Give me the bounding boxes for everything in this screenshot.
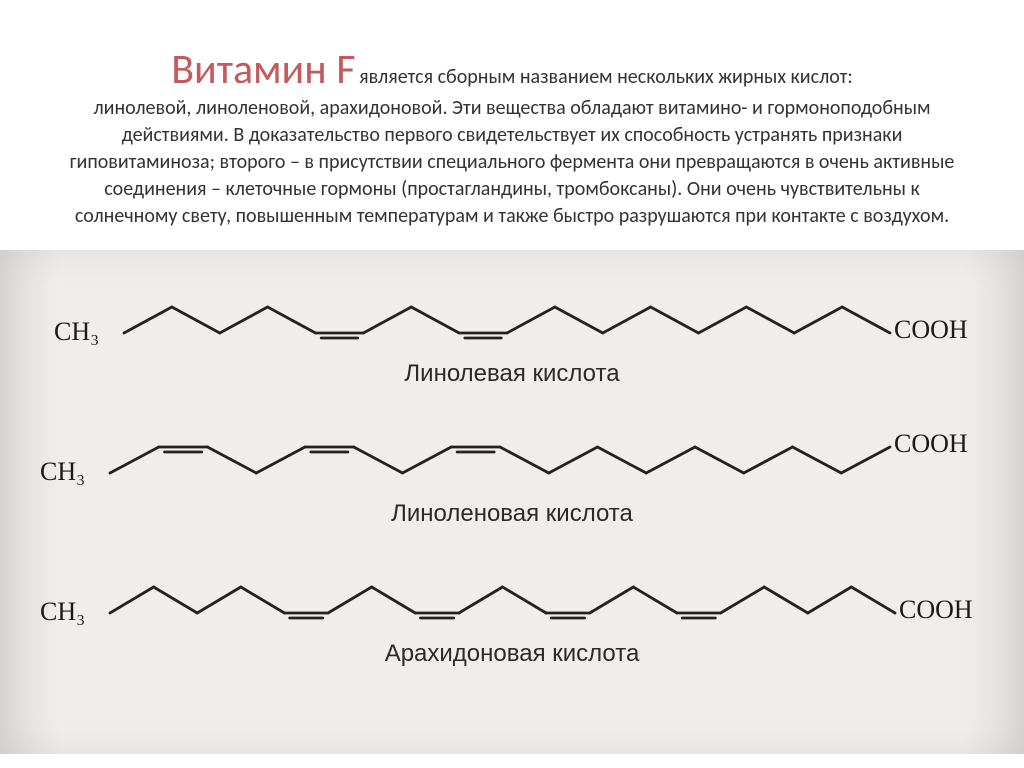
molecule-name: Арахидоновая кислота bbox=[0, 640, 1024, 668]
molecule-name: Линоленовая кислота bbox=[0, 500, 1024, 528]
molecule-row: CH₃ COOH Линолевая кислота bbox=[0, 286, 1024, 388]
molecule-chain bbox=[0, 286, 1024, 354]
left-group-label: CH₃ bbox=[40, 457, 85, 487]
right-group-label: COOH bbox=[894, 429, 968, 459]
left-group-label: CH₃ bbox=[40, 597, 85, 627]
text-block: Витамин F является сборным названием нес… bbox=[0, 0, 1024, 244]
slide: Витамин F является сборным названием нес… bbox=[0, 0, 1024, 768]
right-group-label: COOH bbox=[899, 595, 973, 625]
chemistry-diagram: CH₃ COOH Линолевая кислота CH₃ COOH Линоленов… bbox=[0, 250, 1024, 754]
molecule-name: Линолевая кислота bbox=[0, 360, 1024, 388]
molecule-chain bbox=[0, 566, 1024, 634]
slide-title: Витамин F bbox=[171, 44, 355, 95]
right-group-label: COOH bbox=[894, 315, 968, 345]
left-group-label: CH₃ bbox=[54, 317, 99, 347]
molecule-row: CH₃ COOH Линоленовая кислота bbox=[0, 426, 1024, 528]
molecule-row: CH₃ COOH Арахидоновая кислота bbox=[0, 566, 1024, 668]
molecule-chain bbox=[0, 426, 1024, 494]
body-paragraph: линолевой, линоленовой, арахидоновой. Эт… bbox=[54, 95, 970, 230]
subtitle-inline: является сборным названием нескольких жи… bbox=[359, 65, 853, 89]
